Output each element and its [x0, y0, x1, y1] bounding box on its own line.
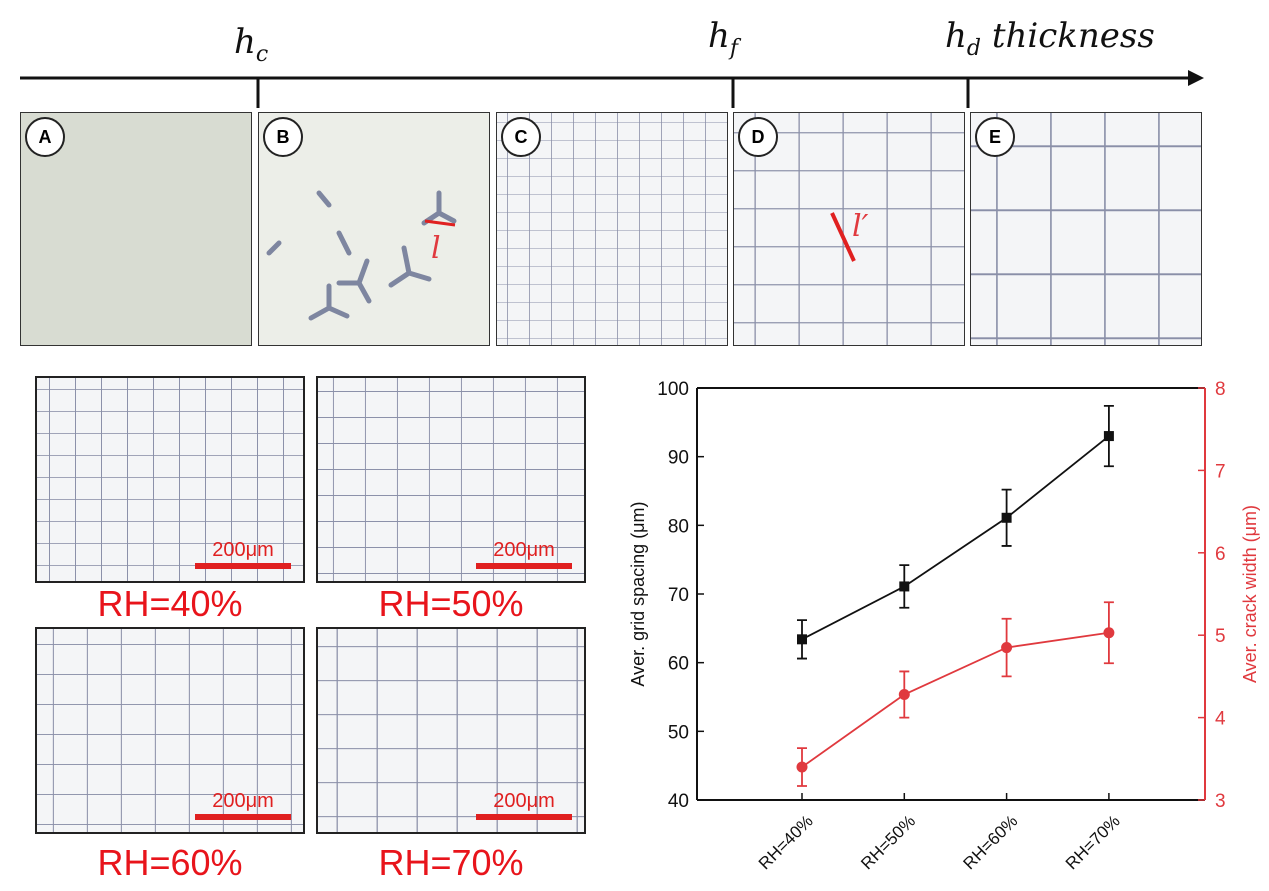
panel-e: E: [970, 112, 1202, 346]
y-axis-title: Aver. grid spacing (μm): [628, 501, 648, 686]
x-tick-label: RH=40%: [755, 811, 817, 873]
spacing-arrow: [830, 212, 856, 262]
y2-tick-label: 4: [1215, 709, 1226, 730]
data-point: [898, 689, 910, 701]
condition-label: RH=50%: [378, 583, 524, 624]
y-tick-label: 50: [668, 722, 689, 743]
y2-tick-label: 7: [1215, 461, 1226, 482]
y2-axis-title: Aver. crack width (μm): [1240, 505, 1260, 683]
series-line-grid-spacing: [801, 435, 1110, 641]
spacing-l-label: l: [431, 231, 441, 266]
micrograph-rh60: 200μm: [35, 627, 305, 834]
y2-tick-label: 8: [1215, 379, 1226, 400]
micrograph-rh40: 200μm: [35, 376, 305, 583]
scale-bar-label: 200μm: [493, 790, 555, 812]
scale-bar: 200μm: [476, 790, 572, 820]
y2-tick-label: 6: [1215, 544, 1226, 565]
hf-sub: f: [729, 35, 739, 61]
data-point: [899, 581, 910, 592]
data-point: [1001, 642, 1013, 654]
x-tick-label: RH=60%: [960, 811, 1022, 873]
data-point: [797, 634, 807, 645]
y-tick-label: 100: [657, 379, 689, 400]
panel-a: A: [20, 112, 252, 346]
scale-bar: 200μm: [195, 539, 291, 569]
panel-badge: B: [263, 117, 303, 157]
y-tick-label: 80: [668, 516, 689, 537]
panel-badge: D: [738, 117, 778, 157]
x-tick-label: RH=50%: [857, 811, 919, 873]
data-point: [1103, 431, 1114, 442]
y2-tick-label: 3: [1215, 791, 1226, 812]
hf-label: hf: [708, 16, 738, 61]
panel-c: C: [496, 112, 728, 346]
data-point: [796, 761, 808, 773]
hd-sub: d: [966, 35, 981, 61]
series-line-crack-width: [801, 631, 1110, 768]
scale-bar-label: 200μm: [493, 539, 555, 561]
panel-badge: A: [25, 117, 65, 157]
condition-label: RH=40%: [97, 583, 243, 624]
star-cracks: [266, 190, 457, 321]
data-point: [1103, 627, 1115, 639]
spacing-l-prime-label: l′: [852, 209, 869, 244]
thickness-label: thickness: [991, 16, 1155, 56]
scale-bar: 200μm: [195, 790, 291, 820]
scale-bar-label: 200μm: [212, 539, 274, 561]
y-tick-label: 90: [668, 448, 689, 469]
y-tick-label: 60: [668, 654, 689, 675]
panel-d: l′ D: [733, 112, 965, 346]
scale-bar-label: 200μm: [212, 790, 274, 812]
micrograph-rh70: 200μm: [316, 627, 586, 834]
micrograph-rh50: 200μm: [316, 376, 586, 583]
panel-b: l B: [258, 112, 490, 346]
y2-tick-label: 5: [1215, 626, 1226, 647]
hd-label: hd thickness: [945, 16, 1155, 61]
hc-sub: c: [255, 41, 269, 67]
condition-label: RH=60%: [97, 842, 243, 883]
thickness-axis: [20, 70, 1204, 108]
x-tick-label: RH=70%: [1062, 811, 1124, 873]
hc-h: h: [234, 22, 256, 62]
scale-bar: 200μm: [476, 539, 572, 569]
condition-label: RH=70%: [378, 842, 524, 883]
hd-h: h: [945, 16, 967, 56]
y-tick-label: 40: [668, 791, 689, 812]
y-tick-label: 70: [668, 585, 689, 606]
hf-h: h: [708, 16, 730, 56]
panel-badge: C: [501, 117, 541, 157]
data-point: [1001, 512, 1012, 523]
hc-label: hc: [234, 22, 268, 67]
panel-badge: E: [975, 117, 1015, 157]
